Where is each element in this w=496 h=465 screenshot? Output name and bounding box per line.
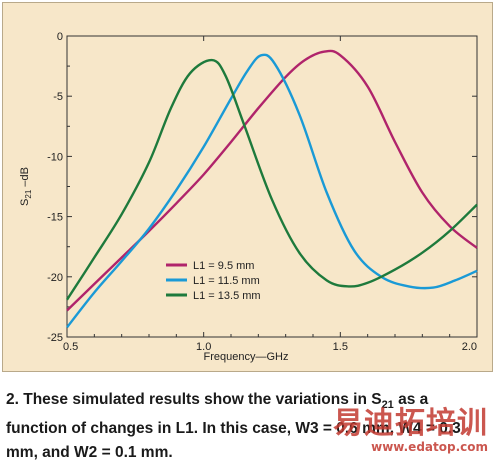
chart-axes: 0 -5 -10 -15 -20 -250.5 1.0 1.5 2.0	[47, 31, 478, 353]
y-tick-label: -10	[47, 151, 63, 163]
watermark-url: www.edatop.com	[371, 440, 488, 454]
y-axis-label-sub: 21	[24, 189, 33, 198]
watermark-logo-text: 易迪拓培训	[333, 406, 488, 441]
legend-label-1: L1 = 9.5 mm	[193, 260, 254, 272]
chart-legend: L1 = 9.5 mm L1 = 11.5 mm L1 = 13.5 mm	[166, 260, 261, 302]
y-tick-label: -15	[47, 212, 63, 224]
y-axis-label-unit: –dB	[19, 167, 31, 190]
caption-text-2: as a function of changes in L1. In this …	[6, 391, 461, 462]
series-line-3	[65, 58, 478, 301]
line-chart: 0-5-10-15-20-250.5 1.0 1.5 2.0 L1 = 9.5 mmL…	[19, 31, 478, 363]
figure-caption: 2. These simulated results show the vari…	[6, 388, 490, 465]
chart-labels: Frequency—GHz S21 –dB	[19, 167, 288, 363]
plot-frame	[66, 35, 478, 338]
caption-subscript: 21	[381, 399, 394, 412]
caption-text-1: 2. These simulated results show the vari…	[6, 391, 382, 408]
chart-series	[65, 49, 478, 329]
x-tick-label: 0.5	[63, 341, 78, 353]
watermark: 易迪拓培训 www.edatop.com	[333, 398, 488, 454]
y-tick-label: -20	[47, 272, 63, 284]
y-tick-label: 0	[57, 31, 63, 43]
x-tick-label: 2.0	[462, 341, 477, 353]
y-tick-label: -25	[47, 332, 63, 344]
x-axis-label: Frequency—GHz	[204, 351, 289, 363]
legend-label-3: L1 = 13.5 mm	[193, 290, 261, 302]
chart-panel: 0 -5 -10 -15 -20 -25 0.5 1.0 1.5 2.0 L1 = 9.5 mm L…	[2, 2, 493, 372]
series-line-1	[66, 49, 478, 312]
x-tick-label: 1.5	[333, 341, 348, 353]
x-tick-label: 1.0	[196, 341, 211, 353]
y-axis-label: S21 –dB	[19, 167, 33, 206]
series-line-2	[66, 53, 478, 329]
y-tick-label: -5	[53, 91, 63, 103]
y-axis-label-main: S	[19, 199, 31, 206]
legend-label-2: L1 = 11.5 mm	[193, 275, 260, 287]
